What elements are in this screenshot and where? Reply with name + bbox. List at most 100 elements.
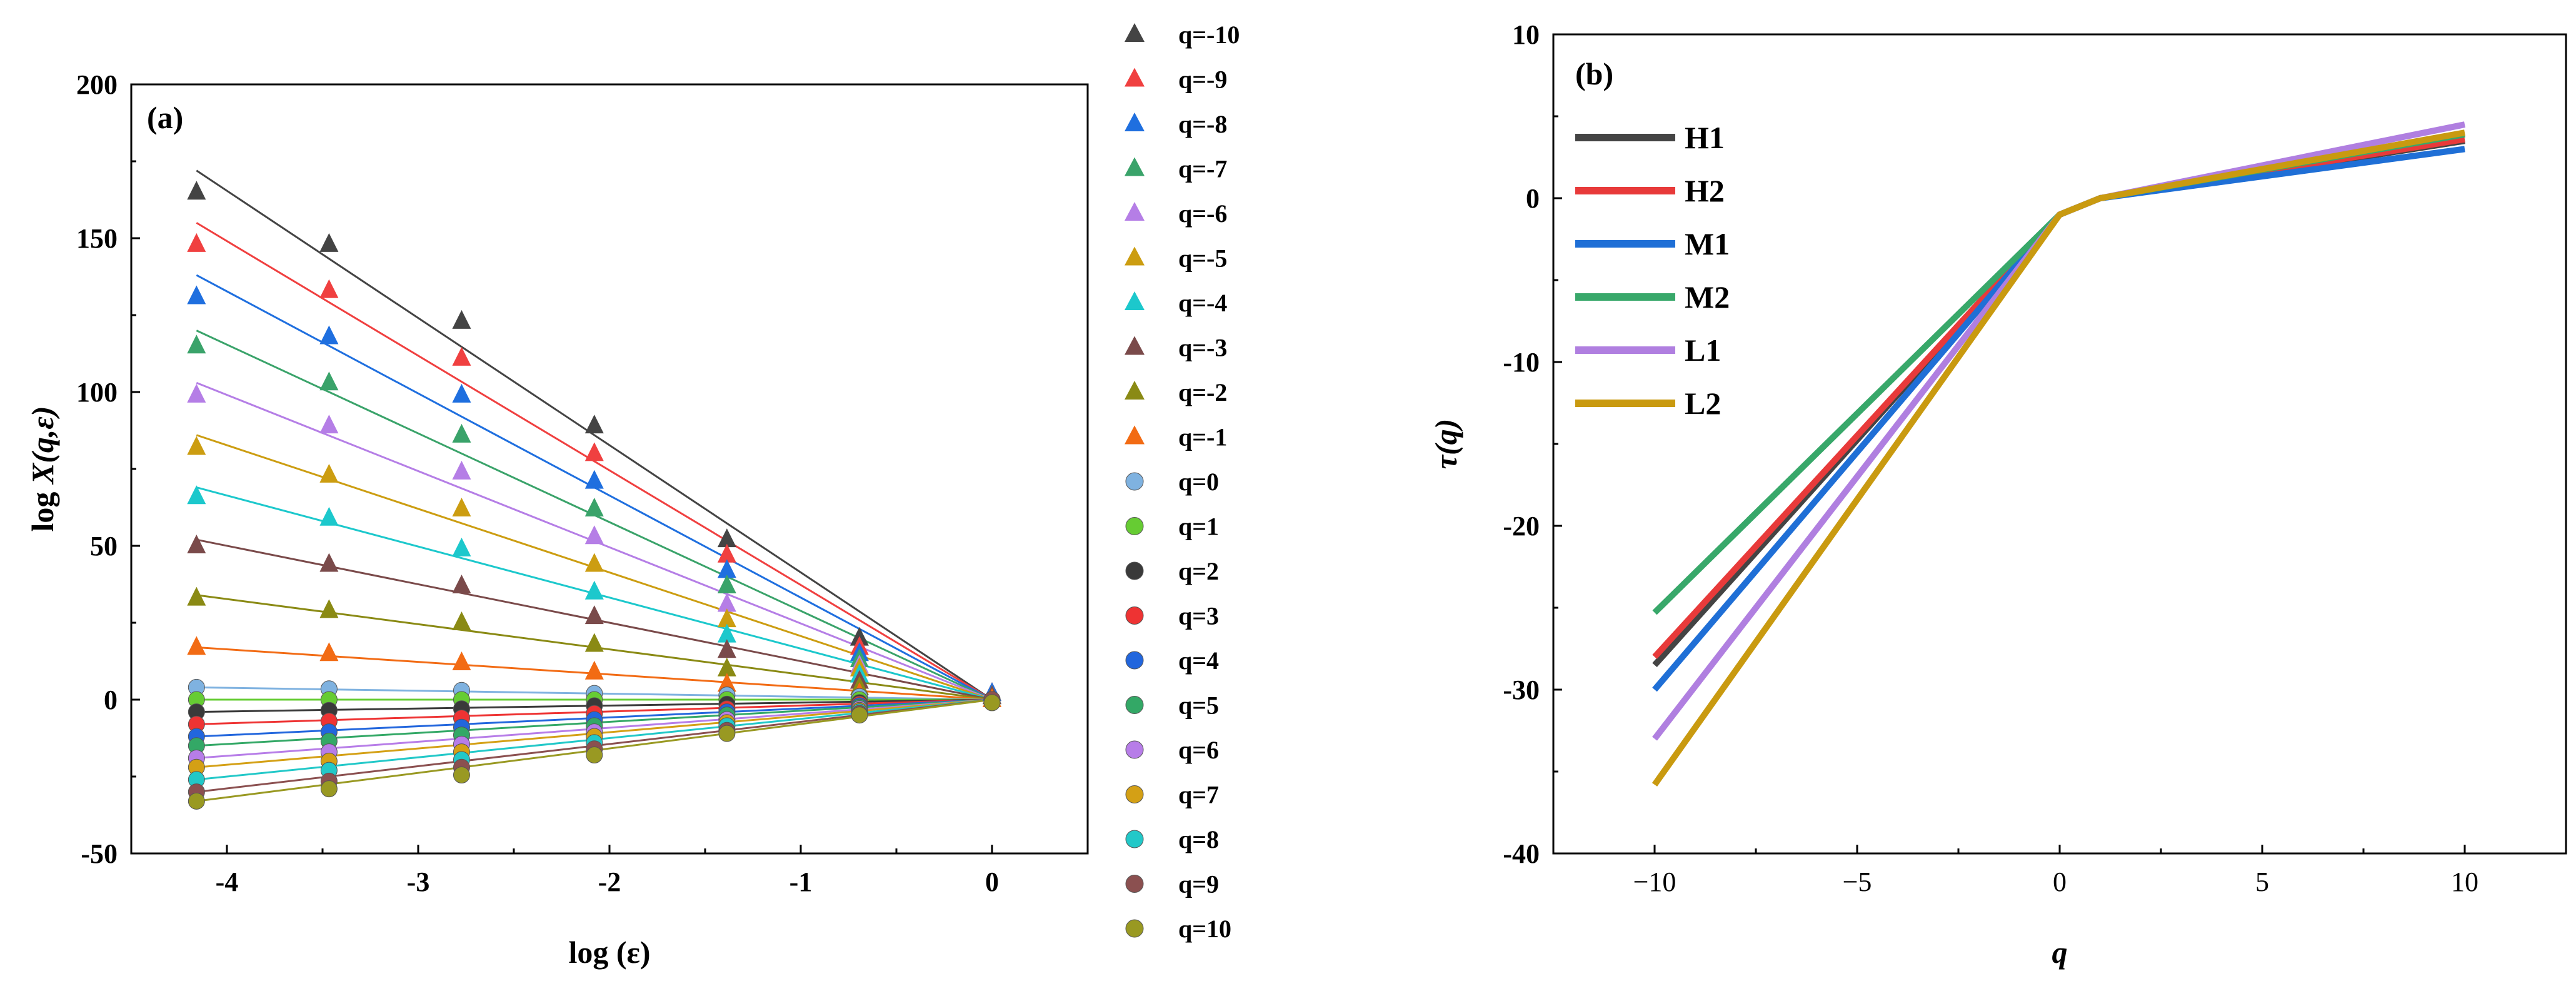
marker-q=-9 [187,233,206,252]
marker-q=-10 [187,181,206,200]
panel-b-y-tick-label: -30 [1503,675,1540,705]
legend-label-q=4: q=4 [1178,646,1219,675]
panel-b-x-tick-label: 0 [2053,867,2067,897]
legend-label-q=-5: q=-5 [1178,244,1227,273]
panel-a-y-axis-label: log X(q,ε) [25,406,60,531]
legend-label-M1: M1 [1685,226,1730,261]
marker-q=10 [851,707,868,724]
legend-label-H1: H1 [1685,120,1725,155]
panel-b-label: (b) [1575,56,1613,91]
legend-marker-q=3 [1125,606,1144,625]
marker-q=-9 [452,346,471,366]
legend-marker-q=5 [1125,696,1144,714]
legend-marker-q=-1 [1125,425,1145,445]
marker-q=-5 [452,497,471,516]
legend-label-q=7: q=7 [1178,781,1219,809]
legend-marker-q=0 [1125,472,1144,491]
panel-b-y-tick-label: 0 [1526,183,1540,214]
panel-b-y-tick-label: -40 [1503,838,1540,869]
marker-q=-8 [717,559,736,578]
legend-marker-q=-10 [1125,23,1145,42]
line-M2 [1652,131,2465,615]
legend-label-L1: L1 [1685,333,1721,368]
panel-a-y-label-prefix: log [25,484,60,531]
marker-q=-9 [584,442,604,461]
panel-b-ticks: −10 −5 0 5 10 -40 -30 -20 -10 0 10 [1503,19,2478,897]
marker-q=-6 [717,593,736,612]
marker-q=-8 [584,470,604,489]
marker-q=-3 [319,553,339,572]
panel-b-y-tick-label: 10 [1512,19,1540,50]
marker-q=-6 [584,525,604,545]
legend-marker-q=-2 [1125,381,1145,400]
marker-q=-1 [319,642,339,662]
marker-q=-6 [319,415,339,434]
panel-a-x-tick-label: -1 [789,867,813,897]
panel-a-x-tick-label: -2 [598,867,621,897]
panel-b-x-axis-label: q [2052,935,2068,970]
marker-q=-1 [452,651,471,670]
legend-label-q=-10: q=-10 [1178,21,1240,49]
panel-a-x-axis-label: log (ε) [568,935,650,970]
legend-label-q=-2: q=-2 [1178,378,1227,406]
marker-q=-4 [717,623,736,643]
marker-q=-7 [584,497,604,516]
marker-q=-3 [584,605,604,625]
panel-a-ticks: -4 -3 -2 -1 0 -50 0 50 100 150 200 [76,69,999,897]
legend-label-q=0: q=0 [1178,468,1219,496]
marker-q=-2 [452,611,471,630]
marker-q=-8 [319,325,339,345]
marker-q=-6 [452,460,471,480]
legend-label-q=-9: q=-9 [1178,66,1227,94]
marker-q=-7 [717,574,736,593]
legend-label-q=8: q=8 [1178,825,1219,853]
legend-label-q=10: q=10 [1178,915,1231,943]
marker-q=-5 [319,463,339,483]
panel-b-x-tick-label: 10 [2451,867,2478,897]
marker-q=-5 [584,553,604,572]
marker-q=-9 [319,279,339,298]
panel-b-legend: H1 H2 M1 M2 L1 L2 [1575,120,1730,421]
marker-q=10 [453,767,470,784]
marker-q=-2 [187,586,206,606]
legend-label-q=9: q=9 [1178,870,1219,898]
legend-marker-q=7 [1125,785,1144,803]
legend-label-H2: H2 [1685,173,1725,208]
panel-b-x-tick-label: −5 [1843,867,1872,897]
legend-marker-q=10 [1125,919,1144,938]
legend-label-q=-1: q=-1 [1178,423,1227,451]
marker-q=-2 [717,657,736,677]
panel-a-y-tick-label: 200 [76,69,118,100]
marker-q=-1 [584,660,604,680]
marker-q=-4 [187,485,206,505]
panel-b-y-axis-label: τ(q) [1428,419,1463,470]
marker-q=-7 [452,423,471,443]
legend-label-q=-4: q=-4 [1178,289,1227,317]
legend-label-q=-7: q=-7 [1178,155,1227,183]
marker-q=-1 [187,636,206,655]
panel-b-chart: −10 −5 0 5 10 -40 -30 -20 -10 0 10 (b) q τ(q) H1 H2… [1428,19,2567,970]
marker-q=-7 [319,371,339,391]
legend-label-q=1: q=1 [1178,513,1219,541]
marker-q=-2 [584,633,604,652]
marker-q=-7 [187,335,206,354]
legend-label-q=-3: q=-3 [1178,334,1227,362]
marker-q=10 [983,694,1001,712]
panel-a-markers [187,181,1001,810]
panel-a-y-label-italic: X(q,ε) [25,406,60,485]
marker-q=-4 [584,580,604,600]
panel-b-lines [1651,121,2465,787]
panel-a-x-tick-label: -4 [216,867,239,897]
marker-q=-4 [319,506,339,526]
panel-a-x-tick-label: 0 [985,867,999,897]
panel-a-y-tick-label: 150 [76,223,118,254]
panel-b-x-tick-label: 5 [2255,867,2269,897]
panel-a-y-tick-label: 100 [76,377,118,408]
marker-q=10 [586,747,603,764]
marker-q=-3 [452,574,471,593]
marker-q=-8 [187,285,206,304]
legend-marker-q=6 [1125,740,1144,759]
marker-q=10 [320,780,338,798]
marker-q=-3 [187,535,206,553]
marker-q=-10 [584,415,604,434]
